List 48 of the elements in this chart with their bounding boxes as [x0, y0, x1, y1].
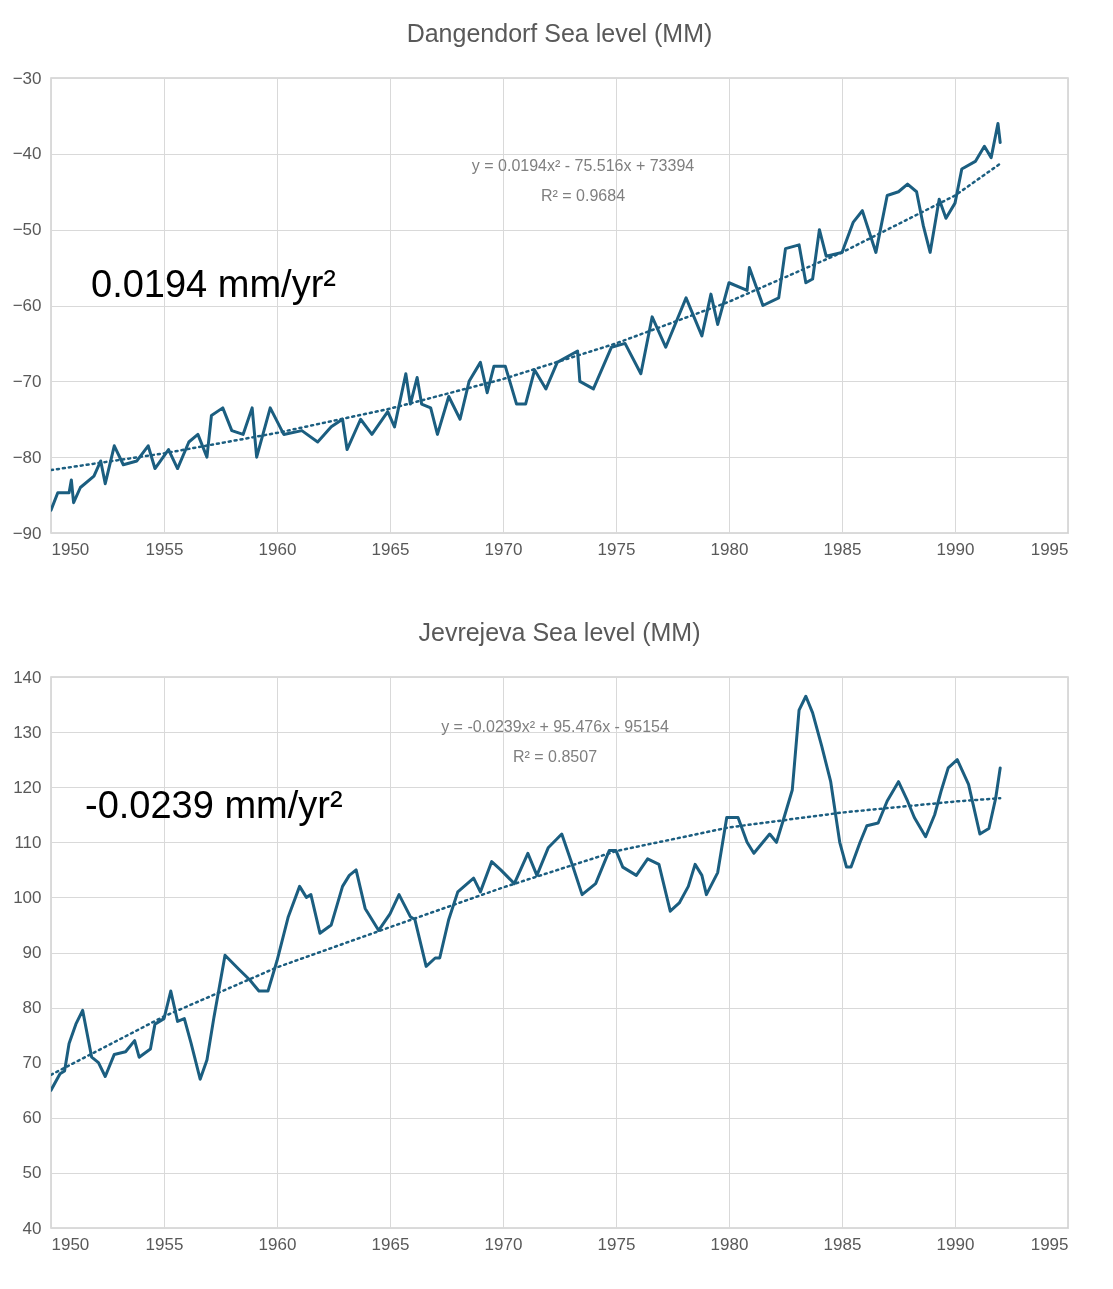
- x-tick-label: 1990: [936, 539, 975, 559]
- y-tick-label: −80: [12, 447, 42, 467]
- x-tick-label: 1975: [597, 1234, 636, 1254]
- y-tick-label: 60: [22, 1108, 42, 1128]
- x-tick-label: 1960: [258, 1234, 297, 1254]
- y-tick-label: 100: [13, 887, 42, 907]
- y-tick-label: 120: [13, 777, 42, 797]
- x-tick-label: 1965: [371, 539, 410, 559]
- annotation: R² = 0.9684: [540, 187, 626, 204]
- y-tick-label: 140: [13, 667, 42, 687]
- x-tick-label: 1990: [936, 1234, 975, 1254]
- y-tick-label: 70: [22, 1053, 42, 1073]
- y-tick-label: −30: [12, 68, 42, 88]
- x-tick-label: 1985: [823, 539, 862, 559]
- y-tick-label: −90: [12, 523, 42, 543]
- y-tick-label: −40: [12, 144, 42, 164]
- x-tick-label: 1975: [597, 539, 636, 559]
- line-series: [51, 122, 1002, 512]
- y-tick-label: 40: [22, 1218, 42, 1238]
- chart-title: Dangendorf Sea level (MM): [406, 19, 713, 47]
- y-tick-label: 80: [22, 998, 42, 1018]
- y-tick-label: 130: [13, 722, 42, 742]
- chart-title: Jevrejeva Sea level (MM): [418, 618, 701, 646]
- x-tick-label: 1995: [1030, 1234, 1069, 1254]
- annotation: -0.0239 mm/yr²: [85, 784, 343, 826]
- x-tick-label: 1980: [710, 539, 749, 559]
- annotation: y = -0.0239x² + 95.476x - 95154: [441, 718, 669, 735]
- x-tick-label: 1985: [823, 1234, 862, 1254]
- y-tick-label: 50: [22, 1163, 42, 1183]
- x-tick-label: 1970: [484, 1234, 523, 1254]
- x-tick-label: 1950: [51, 1234, 90, 1254]
- y-tick-label: −60: [12, 296, 42, 315]
- y-tick-label: −70: [12, 371, 42, 391]
- x-tick-label: 1970: [484, 539, 523, 559]
- y-tick-label: 110: [14, 832, 42, 852]
- annotation: y = 0.0194x² - 75.516x + 73394: [471, 157, 695, 174]
- annotation: 0.0194 mm/yr²: [91, 263, 336, 305]
- annotation: R² = 0.8507: [512, 748, 598, 765]
- x-tick-label: 1960: [258, 539, 297, 559]
- y-tick-label: 90: [22, 943, 42, 962]
- line-series: [51, 694, 1002, 1092]
- x-tick-label: 1950: [51, 539, 90, 559]
- x-tick-label: 1955: [145, 539, 184, 559]
- x-tick-label: 1955: [145, 1234, 184, 1254]
- x-tick-label: 1995: [1030, 539, 1069, 559]
- y-tick-label: −50: [12, 220, 42, 240]
- x-tick-label: 1965: [371, 1234, 410, 1254]
- x-tick-label: 1980: [710, 1234, 749, 1254]
